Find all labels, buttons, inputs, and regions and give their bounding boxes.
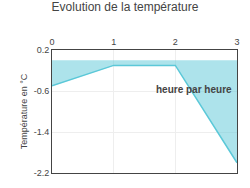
svg-text:-0.6: -0.6 <box>34 86 50 96</box>
svg-text:0: 0 <box>49 37 54 47</box>
svg-text:Température en °C: Température en °C <box>19 73 29 149</box>
svg-text:heure par heure: heure par heure <box>156 84 232 95</box>
svg-text:0.2: 0.2 <box>37 45 50 55</box>
svg-text:-2.2: -2.2 <box>34 168 50 178</box>
svg-text:Evolution de la température: Evolution de la température <box>52 0 199 14</box>
svg-text:1: 1 <box>111 37 116 47</box>
svg-text:2: 2 <box>173 37 178 47</box>
svg-text:-1.4: -1.4 <box>34 127 50 137</box>
svg-text:3: 3 <box>234 37 239 47</box>
